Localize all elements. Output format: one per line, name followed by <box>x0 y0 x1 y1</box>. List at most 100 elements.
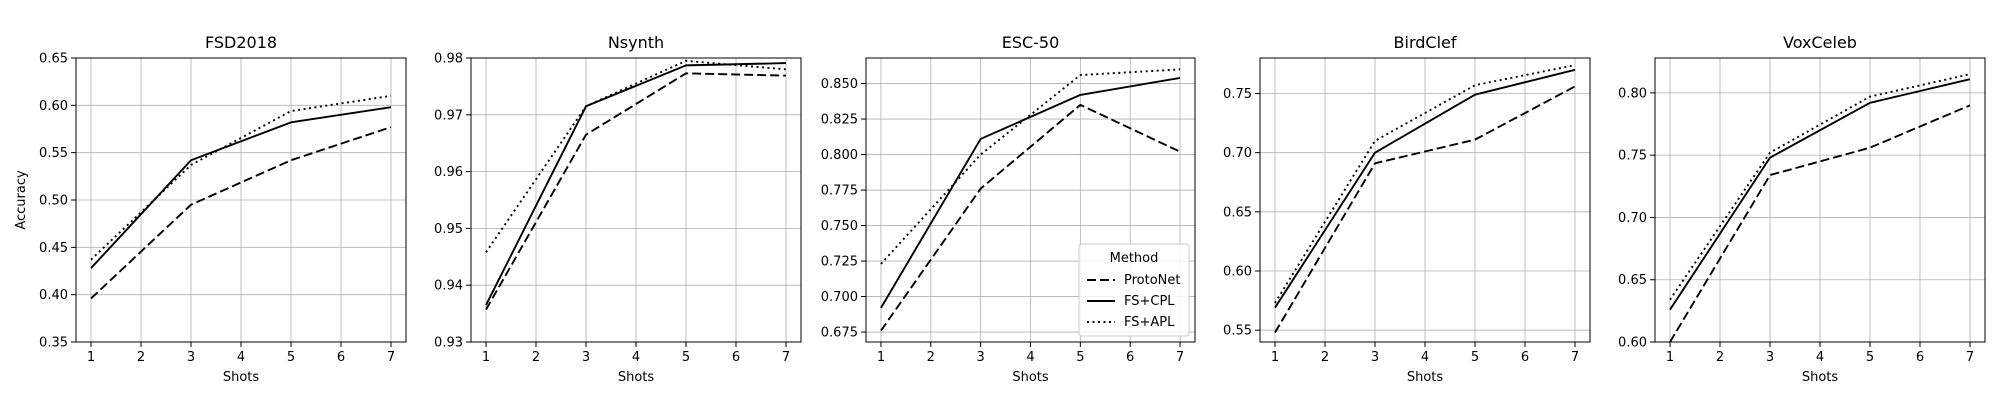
x-tick-label: 7 <box>1571 350 1579 365</box>
chart-panel-3: 1 2 3 4 5 6 7 0.55 0.60 0.65 0.70 0.75 BirdClef Shots <box>1223 33 1591 385</box>
y-tick-label: 0.60 <box>39 99 68 114</box>
series-line-fs-apl <box>1669 73 1971 301</box>
y-tick-label: 0.725 <box>821 255 858 270</box>
y-tick-label: 0.70 <box>1223 146 1252 161</box>
chart-panel-0: 1 2 3 4 5 6 7 0.35 0.40 0.45 0.50 0.55 0.60 0.65 FSD20… <box>14 33 407 385</box>
y-tick-label: 0.45 <box>39 241 68 256</box>
legend-label: ProtoNet <box>1124 273 1181 288</box>
x-tick-label: 3 <box>977 350 985 365</box>
x-tick-label: 1 <box>877 350 885 365</box>
y-tick-label: 0.825 <box>821 113 858 128</box>
x-tick-label: 3 <box>1371 350 1379 365</box>
series-line-protonet <box>1669 104 1971 343</box>
chart-title: FSD2018 <box>205 33 277 52</box>
x-tick-label: 4 <box>237 350 245 365</box>
series-line-protonet <box>1274 85 1576 334</box>
x-tick-label: 5 <box>1866 350 1874 365</box>
chart-title: Nsynth <box>608 33 664 52</box>
x-tick-label: 6 <box>337 350 345 365</box>
x-tick-label: 6 <box>732 350 740 365</box>
x-axis-label: Shots <box>1802 370 1839 385</box>
series-line-fs-cpl <box>880 76 1181 309</box>
y-tick-label: 0.675 <box>821 326 858 341</box>
y-tick-label: 0.50 <box>39 194 68 209</box>
series-line-fs-apl <box>1274 64 1576 304</box>
chart-title: BirdClef <box>1394 33 1457 52</box>
y-axis-label: Accuracy <box>14 170 29 230</box>
y-tick-label: 0.65 <box>1223 205 1252 220</box>
y-tick-label: 0.35 <box>39 336 68 351</box>
x-axis-label: Shots <box>1012 370 1049 385</box>
x-tick-label: 4 <box>1026 350 1034 365</box>
series-line-protonet <box>880 103 1181 332</box>
chart-panel-1: 1 2 3 4 5 6 7 0.93 0.94 0.95 0.96 0.97 0.98 Nsynth Sho… <box>434 33 802 385</box>
x-tick-label: 6 <box>1916 350 1924 365</box>
y-tick-label: 0.96 <box>434 165 463 180</box>
x-tick-label: 2 <box>927 350 935 365</box>
y-tick-label: 0.55 <box>1223 324 1252 339</box>
x-tick-label: 6 <box>1126 350 1134 365</box>
x-axis-label: Shots <box>618 370 655 385</box>
x-tick-label: 3 <box>1766 350 1774 365</box>
y-tick-label: 0.800 <box>821 148 858 163</box>
y-tick-label: 0.750 <box>821 219 858 234</box>
y-tick-label: 0.850 <box>821 77 858 92</box>
x-tick-label: 1 <box>482 350 490 365</box>
x-tick-label: 5 <box>1471 350 1479 365</box>
x-tick-label: 7 <box>1176 350 1184 365</box>
y-tick-label: 0.94 <box>434 279 463 294</box>
x-tick-label: 7 <box>1966 350 1974 365</box>
y-tick-label: 0.75 <box>1618 149 1647 164</box>
x-tick-label: 2 <box>137 350 145 365</box>
y-tick-label: 0.40 <box>39 288 68 303</box>
series-line-protonet <box>90 126 392 300</box>
y-tick-label: 0.80 <box>1618 86 1647 101</box>
x-axis-label: Shots <box>223 370 260 385</box>
y-tick-label: 0.65 <box>39 52 68 67</box>
y-tick-label: 0.98 <box>434 52 463 67</box>
x-tick-label: 1 <box>1666 350 1674 365</box>
y-tick-label: 0.93 <box>434 336 463 351</box>
legend-label: FS+APL <box>1124 315 1175 330</box>
x-tick-label: 5 <box>287 350 295 365</box>
y-tick-label: 0.97 <box>434 108 463 123</box>
x-tick-label: 2 <box>1716 350 1724 365</box>
series-line-fs-apl <box>485 59 787 253</box>
legend-title: Method <box>1110 251 1159 266</box>
x-tick-label: 7 <box>782 350 790 365</box>
chart-panel-4: 1 2 3 4 5 6 7 0.60 0.65 0.70 0.75 0.80 VoxCeleb Shots <box>1618 33 1986 385</box>
x-tick-label: 5 <box>682 350 690 365</box>
x-tick-label: 1 <box>1271 350 1279 365</box>
x-axis-label: Shots <box>1407 370 1444 385</box>
y-tick-label: 0.775 <box>821 184 858 199</box>
y-tick-label: 0.60 <box>1223 265 1252 280</box>
y-tick-label: 0.700 <box>821 290 858 305</box>
x-tick-label: 4 <box>1816 350 1824 365</box>
y-tick-label: 0.60 <box>1618 336 1647 351</box>
y-tick-label: 0.70 <box>1618 211 1647 226</box>
x-tick-label: 4 <box>632 350 640 365</box>
x-tick-label: 6 <box>1521 350 1529 365</box>
series-line-fs-cpl <box>90 106 392 269</box>
x-tick-label: 4 <box>1421 350 1429 365</box>
y-tick-label: 0.75 <box>1223 87 1252 102</box>
series-line-fs-cpl <box>1669 78 1971 311</box>
chart-title: VoxCeleb <box>1783 33 1857 52</box>
series-line-fs-cpl <box>1274 68 1576 309</box>
x-tick-label: 2 <box>532 350 540 365</box>
x-tick-label: 1 <box>87 350 95 365</box>
x-tick-label: 3 <box>582 350 590 365</box>
chart-title: ESC-50 <box>1002 33 1060 52</box>
y-tick-label: 0.65 <box>1618 273 1647 288</box>
legend: Method ProtoNet FS+CPL FS+APL <box>1078 243 1190 337</box>
y-tick-label: 0.95 <box>434 222 463 237</box>
x-tick-label: 3 <box>187 350 195 365</box>
series-line-protonet <box>485 72 787 311</box>
x-tick-label: 2 <box>1321 350 1329 365</box>
y-tick-label: 0.55 <box>39 146 68 161</box>
legend-label: FS+CPL <box>1124 294 1175 309</box>
x-tick-label: 7 <box>387 350 395 365</box>
chart-panel-2: 1 2 3 4 5 6 7 0.675 0.700 0.725 0.750 0.775 0.800 0.8… <box>821 33 1196 385</box>
x-tick-label: 5 <box>1076 350 1084 365</box>
